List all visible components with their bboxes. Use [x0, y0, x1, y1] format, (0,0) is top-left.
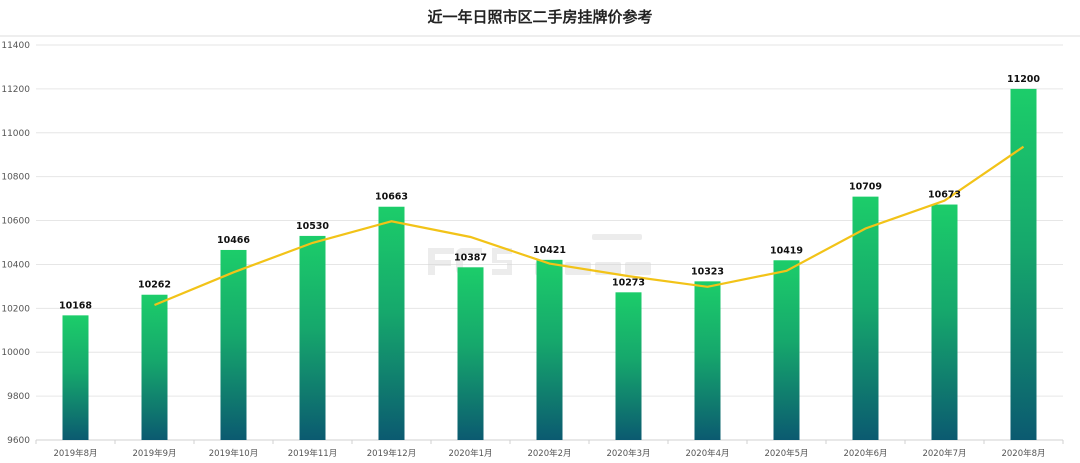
x-tick-label: 2019年10月: [209, 448, 258, 459]
data-label: 11200: [1007, 74, 1040, 85]
bar: [773, 260, 800, 440]
data-label: 10530: [296, 221, 329, 232]
x-tick-label: 2020年1月: [448, 448, 492, 459]
data-label: 10262: [138, 280, 171, 291]
data-label: 10168: [59, 300, 92, 311]
data-label: 10273: [612, 277, 645, 288]
y-tick-label: 11200: [1, 85, 30, 95]
x-tick-label: 2020年7月: [922, 448, 966, 459]
x-tick-label: 2019年8月: [53, 448, 97, 459]
y-tick-label: 11400: [1, 41, 30, 51]
bar: [536, 259, 563, 440]
x-tick-label: 2020年6月: [843, 448, 887, 459]
bar: [141, 294, 168, 440]
y-tick-label: 10200: [1, 304, 30, 314]
y-tick-label: 11000: [1, 129, 30, 139]
trend-line: [154, 145, 1025, 307]
x-tick-label: 2020年8月: [1001, 448, 1045, 459]
data-label: 10387: [454, 252, 487, 263]
data-label: 10663: [375, 192, 408, 203]
bar: [299, 235, 326, 440]
bar: [931, 204, 958, 440]
x-tick-label: 2020年2月: [527, 448, 571, 459]
data-label: 10419: [770, 245, 803, 256]
bar: [457, 267, 484, 440]
y-tick-label: 9600: [7, 436, 30, 446]
bar: [1010, 88, 1037, 440]
x-tick-label: 2019年12月: [367, 448, 416, 459]
y-tick-label: 10600: [1, 217, 30, 227]
data-label: 10709: [849, 182, 882, 193]
data-label: 10323: [691, 266, 724, 277]
chart-title: 近一年日照市区二手房挂牌价参考: [427, 8, 652, 26]
bar: [615, 292, 642, 440]
y-tick-label: 10800: [1, 173, 30, 183]
bar: [62, 315, 89, 440]
x-tick-label: 2020年5月: [764, 448, 808, 459]
bar: [694, 281, 721, 440]
y-tick-label: 10000: [1, 348, 30, 358]
bar: [220, 249, 247, 440]
x-tick-label: 2020年4月: [685, 448, 729, 459]
data-label: 10466: [217, 235, 250, 246]
x-tick-label: 2020年3月: [606, 448, 650, 459]
bar: [378, 206, 405, 440]
data-label: 10421: [533, 245, 566, 256]
bar: [852, 196, 879, 440]
y-tick-label: 9800: [7, 392, 30, 402]
x-tick-label: 2019年11月: [288, 448, 337, 459]
x-tick-label: 2019年9月: [132, 448, 176, 459]
data-label: 10673: [928, 190, 961, 201]
y-tick-label: 10400: [1, 260, 30, 270]
